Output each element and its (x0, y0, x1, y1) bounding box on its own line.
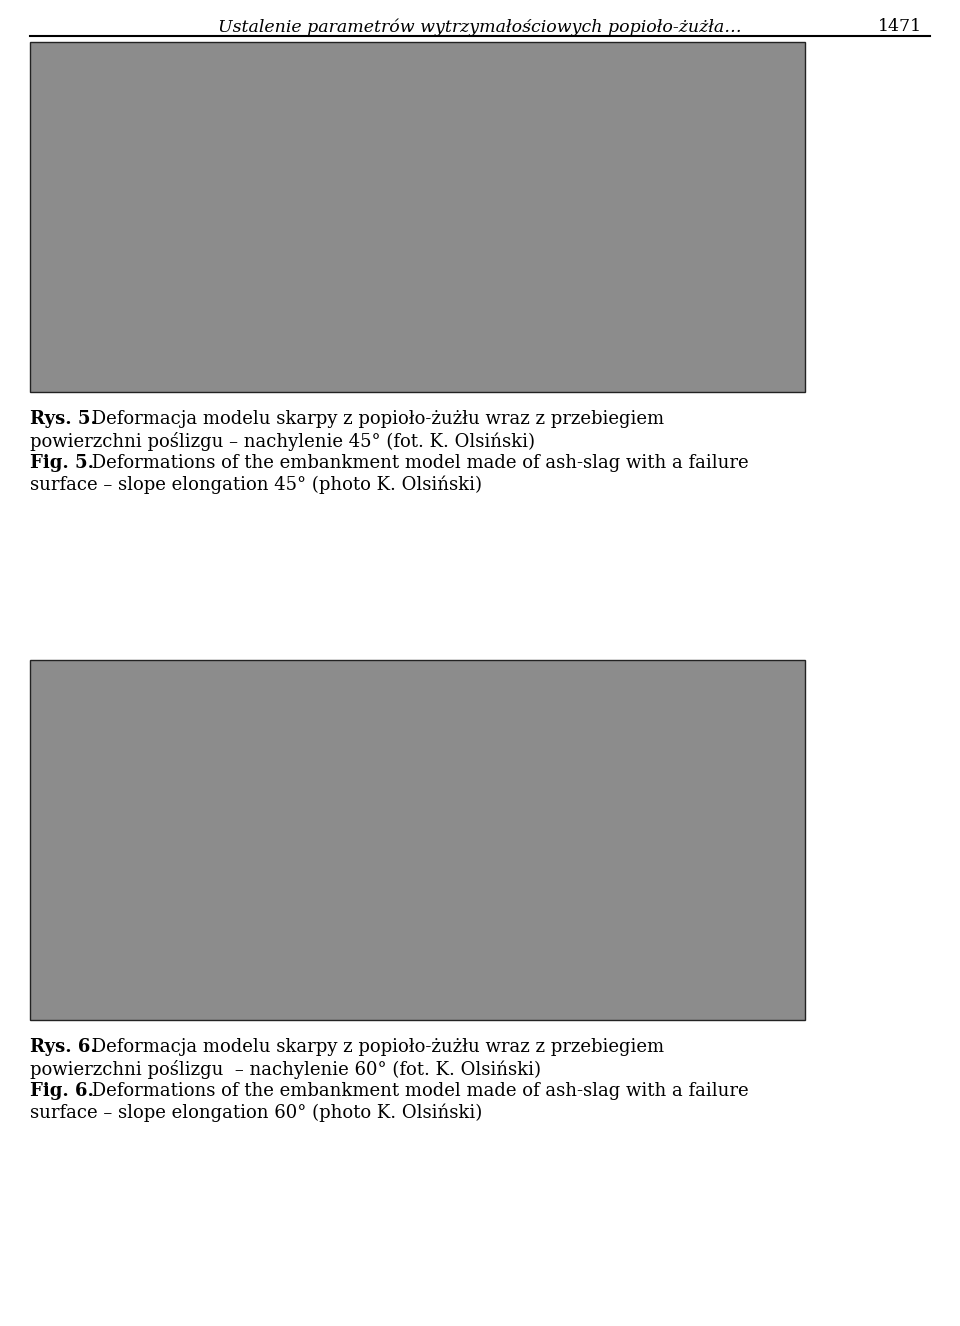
Text: surface – slope elongation 45° (photo K. Olsiński): surface – slope elongation 45° (photo K.… (30, 476, 482, 495)
Bar (30, 660, 805, 1020)
Text: Fig. 5.: Fig. 5. (30, 453, 94, 472)
Text: Rys. 6.: Rys. 6. (30, 1038, 97, 1055)
Text: Fig. 6.: Fig. 6. (30, 1082, 94, 1101)
Text: Rys. 5.: Rys. 5. (30, 410, 97, 428)
Text: Ustalenie parametrów wytrzymałościowych popioło-żużła…: Ustalenie parametrów wytrzymałościowych … (218, 19, 742, 36)
Text: 1471: 1471 (877, 19, 922, 34)
Text: Deformacja modelu skarpy z popioło-żużłu wraz z przebiegiem: Deformacja modelu skarpy z popioło-żużłu… (86, 410, 664, 428)
Text: Deformacja modelu skarpy z popioło-żużłu wraz z przebiegiem: Deformacja modelu skarpy z popioło-żużłu… (86, 1038, 664, 1055)
Text: Deformations of the embankment model made of ash-slag with a failure: Deformations of the embankment model mad… (86, 453, 749, 472)
Bar (30, 42, 805, 392)
Text: powierzchni poślizgu – nachylenie 45° (fot. K. Olsiński): powierzchni poślizgu – nachylenie 45° (f… (30, 432, 535, 451)
Text: Deformations of the embankment model made of ash-slag with a failure: Deformations of the embankment model mad… (86, 1082, 749, 1101)
Text: surface – slope elongation 60° (photo K. Olsiński): surface – slope elongation 60° (photo K.… (30, 1105, 482, 1123)
Text: powierzchni poślizgu  – nachylenie 60° (fot. K. Olsiński): powierzchni poślizgu – nachylenie 60° (f… (30, 1059, 541, 1079)
